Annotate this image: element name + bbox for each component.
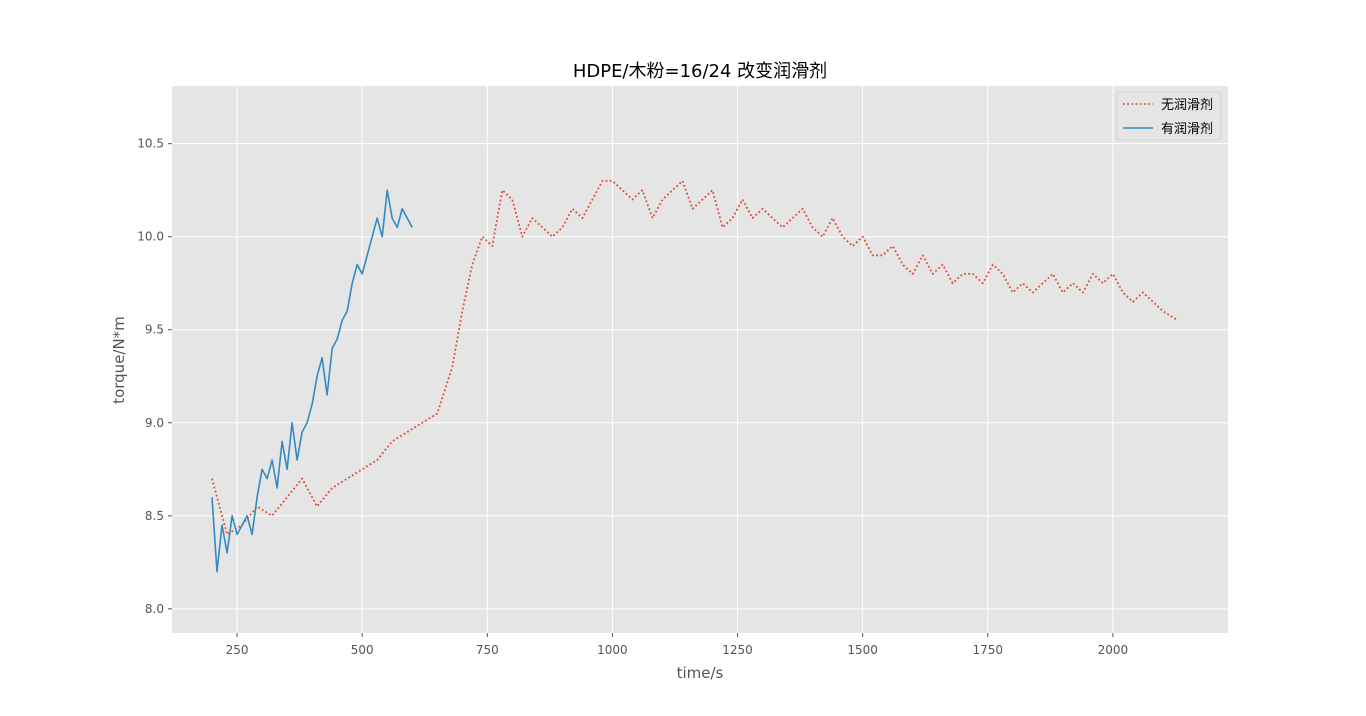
x-tick-label: 1750 (972, 643, 1003, 657)
x-axis-label: time/s (677, 664, 724, 682)
y-axis-label: torque/N*m (110, 316, 128, 404)
x-tick-label: 750 (476, 643, 499, 657)
series-line-with-lubricant (211, 189, 413, 573)
y-tick-label: 8.5 (145, 509, 164, 523)
grid-lines (172, 86, 1228, 633)
series-lines (211, 179, 1179, 573)
x-tick-label: 1250 (722, 643, 753, 657)
y-tick-label: 8.0 (145, 602, 164, 616)
x-tick-label: 500 (351, 643, 374, 657)
y-axis-ticks: 8.0 8.5 9.0 9.5 10.0 10.5 (137, 137, 172, 616)
y-tick-label: 10.5 (137, 137, 164, 151)
x-tick-label: 2000 (1098, 643, 1129, 657)
x-tick-label: 1000 (597, 643, 628, 657)
x-tick-label: 1500 (847, 643, 878, 657)
chart-title: HDPE/木粉=16/24 改变润滑剂 (573, 61, 827, 82)
x-axis-ticks: 250 500 750 1000 1250 1500 1750 2000 (226, 633, 1129, 657)
legend-label-no-lubricant: 无润滑剂 (1161, 98, 1213, 113)
y-tick-label: 9.5 (145, 323, 164, 337)
y-tick-label: 9.0 (145, 416, 164, 430)
legend: 无润滑剂 有润滑剂 (1116, 91, 1222, 141)
legend-label-with-lubricant: 有润滑剂 (1161, 122, 1213, 137)
y-tick-label: 10.0 (137, 230, 164, 244)
x-tick-label: 250 (226, 643, 249, 657)
plot-background (172, 86, 1228, 633)
